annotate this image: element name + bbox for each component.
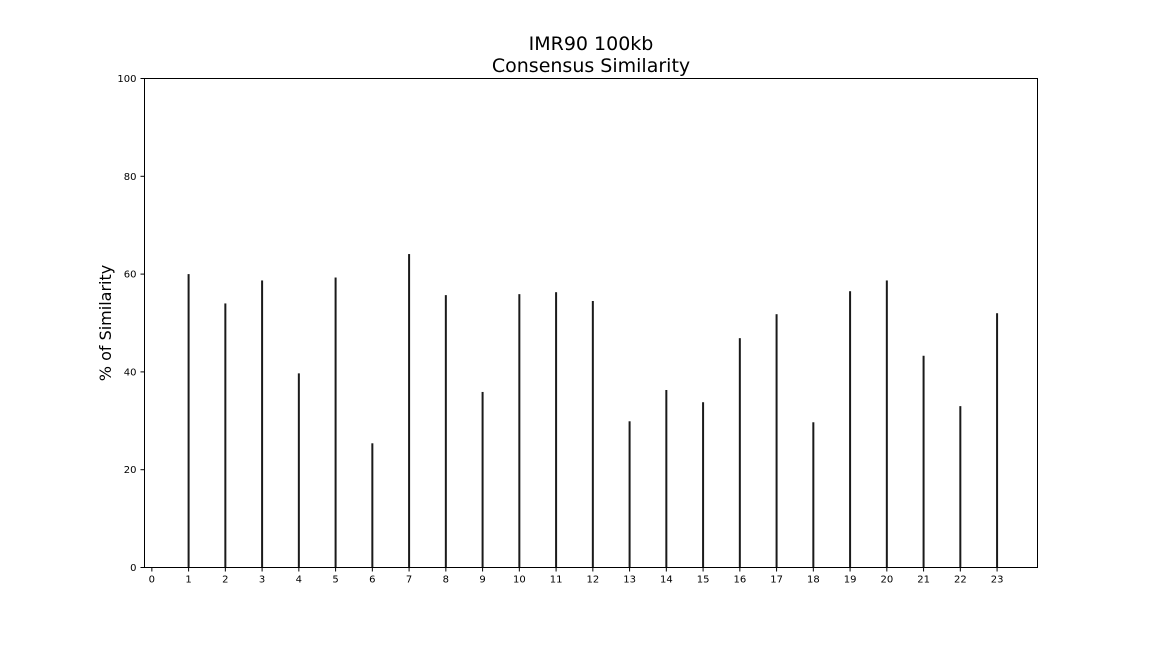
- bar-17: [775, 314, 778, 568]
- bar-20: [885, 280, 888, 568]
- bar-16: [738, 338, 741, 568]
- y-tick-label: 40: [124, 367, 137, 378]
- bar-10: [518, 294, 521, 568]
- bar-15: [702, 402, 705, 568]
- bar-9: [481, 391, 484, 568]
- bar-23: [996, 313, 999, 568]
- x-tick-label: 20: [880, 575, 893, 586]
- x-tick-label: 23: [991, 575, 1004, 586]
- x-tick-label: 5: [332, 575, 338, 586]
- x-tick-label: 21: [917, 575, 930, 586]
- y-tick-label: 80: [124, 172, 137, 183]
- bar-11: [555, 292, 558, 568]
- bar-8: [444, 295, 447, 568]
- y-tick-label: 0: [130, 563, 136, 574]
- bar-4: [297, 373, 300, 568]
- bar-2: [224, 303, 227, 568]
- bar-12: [591, 300, 594, 568]
- x-tick-label: 6: [369, 575, 375, 586]
- bars-group: [187, 254, 999, 568]
- y-axis: 0 20 40 60 80 100: [117, 74, 145, 574]
- x-axis: 0 1 2 3 4 5 6 7 8 9 10 11 12 13 14 15 16 17 18 19 20 21 22 23: [149, 567, 1004, 586]
- x-tick-label: 10: [513, 575, 526, 586]
- x-tick-label: 11: [550, 575, 563, 586]
- bar-13: [628, 421, 631, 568]
- bar-7: [408, 254, 411, 568]
- y-tick-label: 60: [124, 270, 137, 281]
- x-tick-label: 18: [807, 575, 820, 586]
- bar-5: [334, 277, 337, 568]
- x-tick-label: 19: [844, 575, 857, 586]
- y-axis-label: % of Similarity: [96, 265, 115, 381]
- x-tick-label: 13: [623, 575, 636, 586]
- x-tick-label: 14: [660, 575, 673, 586]
- bar-3: [261, 280, 264, 568]
- x-tick-label: 8: [443, 575, 449, 586]
- chart-title: IMR90 100kb: [529, 33, 654, 55]
- x-tick-label: 9: [479, 575, 485, 586]
- bar-6: [371, 443, 374, 568]
- bar-21: [922, 355, 925, 568]
- x-tick-label: 16: [733, 575, 746, 586]
- x-tick-label: 7: [406, 575, 412, 586]
- y-tick-label: 100: [117, 74, 136, 85]
- x-tick-label: 0: [149, 575, 155, 586]
- x-tick-label: 3: [259, 575, 265, 586]
- bar-22: [959, 406, 962, 568]
- chart-subtitle: Consensus Similarity: [492, 55, 690, 77]
- x-tick-label: 22: [954, 575, 967, 586]
- bar-1: [187, 274, 190, 568]
- x-tick-label: 12: [586, 575, 599, 586]
- x-tick-label: 1: [185, 575, 191, 586]
- x-tick-label: 2: [222, 575, 228, 586]
- x-tick-label: 15: [697, 575, 710, 586]
- x-tick-label: 4: [296, 575, 302, 586]
- y-tick-label: 20: [124, 465, 137, 476]
- x-tick-label: 17: [770, 575, 783, 586]
- bar-19: [849, 291, 852, 568]
- plot-area: [144, 78, 1038, 568]
- bar-18: [812, 422, 815, 568]
- bar-14: [665, 389, 668, 568]
